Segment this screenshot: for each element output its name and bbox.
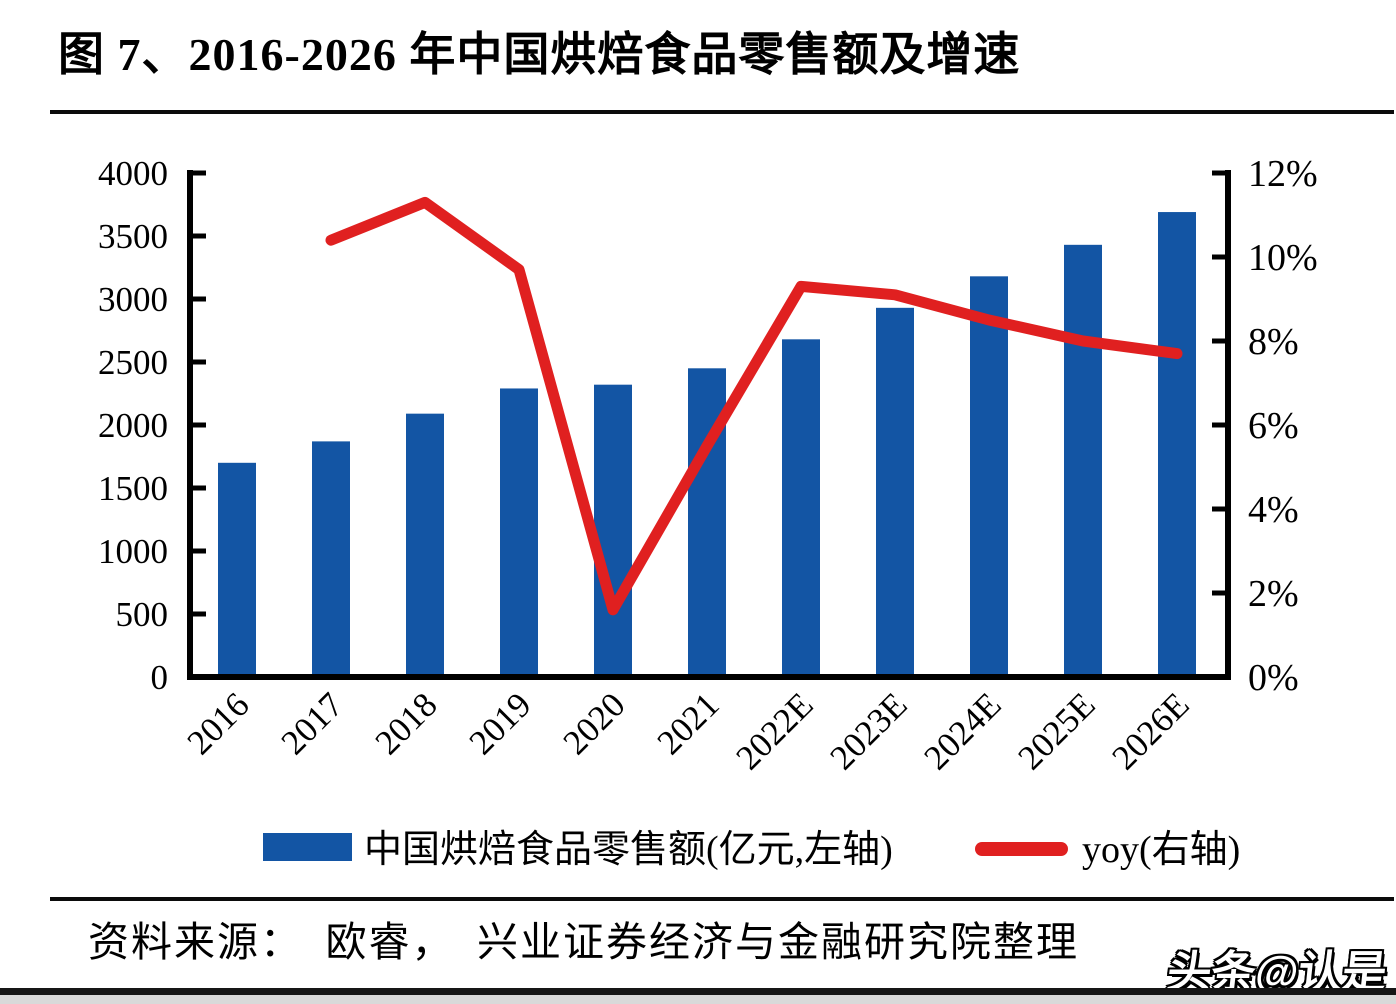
legend-bar-label: 中国烘焙食品零售额(亿元,左轴)	[364, 829, 893, 871]
bar-2019	[500, 388, 538, 677]
left-axis-tick-label: 3500	[98, 217, 168, 256]
right-axis-tick-label: 0%	[1248, 657, 1299, 699]
bar-2020	[594, 384, 632, 677]
x-axis-tick-label: 2018	[368, 685, 445, 762]
x-axis-tick-label: 2024E	[916, 685, 1008, 777]
bar-2025E	[1064, 244, 1102, 677]
x-axis-tick-label: 2023E	[822, 685, 914, 777]
left-axis-tick-label: 1500	[98, 469, 168, 508]
bar-2018	[406, 413, 444, 677]
figure-title: 图 7、2016-2026 年中国烘焙食品零售额及增速	[58, 29, 1021, 80]
bar-2017	[312, 441, 350, 677]
x-axis-tick-label: 2022E	[728, 685, 820, 777]
source-note: 资料来源： 欧睿， 兴业证券经济与金融研究院整理	[88, 919, 1079, 965]
left-axis-tick-label: 2500	[98, 343, 168, 382]
legend-line-swatch	[975, 842, 1068, 856]
x-axis-tick-label: 2020	[556, 685, 633, 762]
left-axis-tick-label: 500	[116, 595, 169, 634]
left-axis-tick-label: 2000	[98, 406, 168, 445]
legend-line-label: yoy(右轴)	[1082, 829, 1241, 871]
left-axis-tick-label: 3000	[98, 280, 168, 319]
bar-2022E	[782, 339, 820, 677]
right-axis-tick-label: 4%	[1248, 489, 1299, 531]
x-axis-tick-label: 2017	[274, 685, 351, 762]
yoy-line	[325, 196, 1183, 616]
bar-2016	[218, 462, 256, 677]
x-axis-tick-label: 2021	[650, 685, 727, 762]
right-axis-tick-label: 6%	[1248, 405, 1299, 447]
bar-2026E	[1158, 212, 1196, 677]
chart-legend: 中国烘焙食品零售额(亿元,左轴) yoy(右轴)	[0, 818, 1396, 888]
right-axis-tick-label: 8%	[1248, 321, 1299, 363]
right-axis-tick-label: 12%	[1248, 153, 1318, 195]
x-axis-tick-label: 2019	[462, 685, 539, 762]
left-axis-tick-label: 0	[151, 658, 169, 697]
right-axis-tick-label: 10%	[1248, 237, 1318, 279]
x-axis-tick-label: 2025E	[1010, 685, 1102, 777]
source-divider	[50, 897, 1394, 901]
bar-2023E	[876, 307, 914, 677]
bar-2024E	[970, 276, 1008, 677]
x-axis-tick-label: 2026E	[1104, 685, 1196, 777]
right-axis-tick-label: 2%	[1248, 573, 1299, 615]
title-divider	[50, 110, 1394, 114]
left-axis-tick-label: 1000	[98, 532, 168, 571]
bottom-border-dark	[0, 988, 1396, 995]
x-axis-tick-label: 2016	[180, 685, 257, 762]
left-axis-tick-label: 4000	[98, 154, 168, 193]
bottom-border-gray	[0, 995, 1396, 1004]
legend-bar-swatch	[263, 833, 352, 861]
